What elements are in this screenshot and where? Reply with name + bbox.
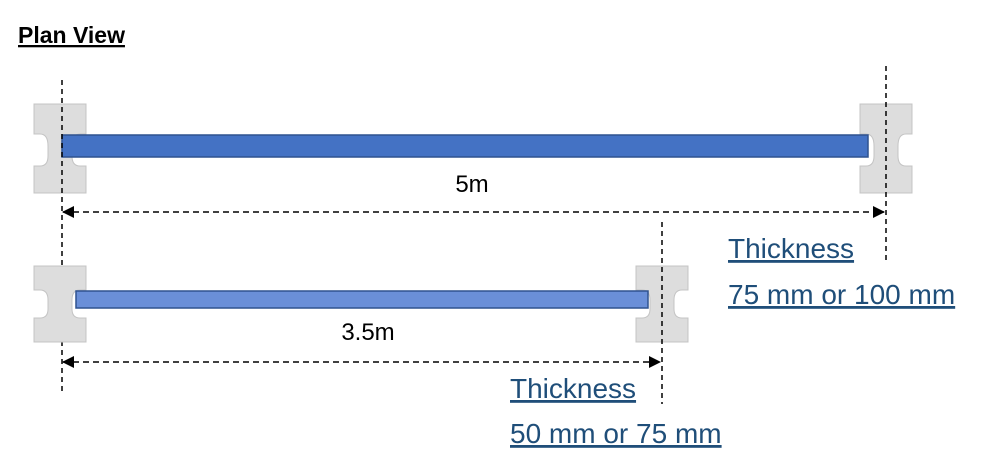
page-title: Plan View bbox=[18, 22, 125, 48]
panel-5m bbox=[61, 134, 869, 158]
thickness-values-bottom: 50 mm or 75 mm bbox=[510, 418, 722, 449]
thickness-label-bottom: Thickness bbox=[510, 373, 636, 404]
length-label-3-5m: 3.5m bbox=[341, 319, 394, 346]
length-label-5m: 5m bbox=[455, 171, 488, 198]
post-left-bottom bbox=[33, 265, 87, 343]
panel-5m-assembly: 5m Thickness 75 mm or 100 mm bbox=[33, 66, 955, 392]
thickness-label-top: Thickness bbox=[728, 233, 854, 264]
thickness-values-top: 75 mm or 100 mm bbox=[728, 279, 955, 310]
panel-3-5m-assembly: 3.5m Thickness 50 mm or 75 mm bbox=[33, 222, 722, 449]
panel-3-5m bbox=[75, 290, 649, 309]
